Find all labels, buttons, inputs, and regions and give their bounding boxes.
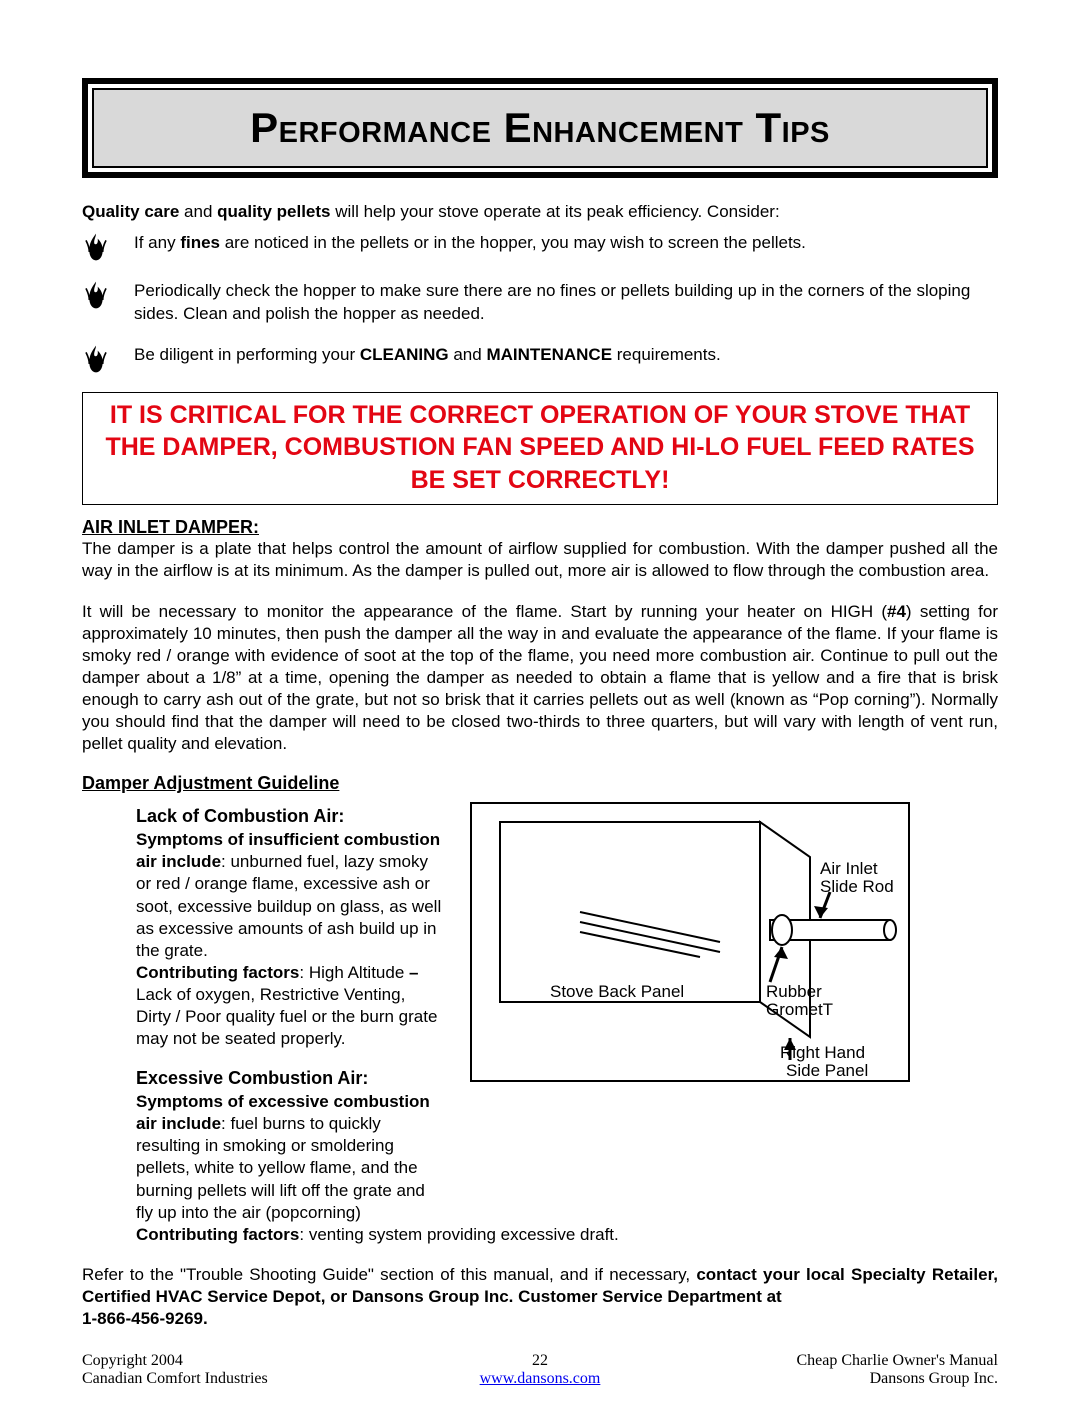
lack-symptoms: Symptoms of insufficient combustion air … (136, 829, 444, 962)
damper-diagram: Stove Back Panel Air Inlet Slide Rod Rub… (470, 802, 910, 1082)
air-inlet-p2-post: ) setting for approximately 10 minutes, … (82, 602, 998, 754)
intro-mid: and (179, 202, 217, 221)
flame-icon (82, 232, 110, 262)
bullet-1-post: are noticed in the pellets or in the hop… (220, 233, 806, 252)
intro-bold-2: quality pellets (217, 202, 330, 221)
diagram-wrap: Stove Back Panel Air Inlet Slide Rod Rub… (470, 802, 910, 1087)
footer-right-1: Cheap Charlie Owner's Manual (796, 1352, 998, 1369)
guideline-heading: Damper Adjustment Guideline (82, 773, 998, 794)
excessive-symptoms: Symptoms of excessive combustion air inc… (136, 1091, 444, 1224)
flame-icon (82, 280, 110, 310)
diagram-label-air-inlet-1: Air Inlet (820, 859, 878, 878)
lack-factors: Contributing factors: High Altitude – La… (136, 962, 444, 1050)
footer-left-2: Canadian Comfort Industries (82, 1370, 268, 1387)
bullet-row-3: Be diligent in performing your CLEANING … (82, 344, 998, 374)
air-inlet-p1: The damper is a plate that helps control… (82, 538, 998, 582)
air-inlet-p2-pre: It will be necessary to monitor the appe… (82, 602, 887, 621)
intro-line: Quality care and quality pellets will he… (82, 202, 998, 222)
bullet-2-text: Periodically check the hopper to make su… (134, 280, 998, 326)
diagram-label-grommet-2: GrometT (766, 1000, 833, 1019)
diagram-col: Stove Back Panel Air Inlet Slide Rod Rub… (470, 802, 998, 1087)
refer-paragraph: Refer to the "Trouble Shooting Guide" se… (82, 1264, 998, 1330)
bullet-3-post: requirements. (612, 345, 721, 364)
refer-pre: Refer to the "Trouble Shooting Guide" se… (82, 1265, 696, 1284)
footer-right: Cheap Charlie Owner's Manual Dansons Gro… (696, 1352, 998, 1388)
guideline-text-col: Lack of Combustion Air: Symptoms of insu… (82, 802, 444, 1224)
lack-factors-b: Contributing factors (136, 963, 299, 982)
bullet-1-pre: If any (134, 233, 180, 252)
footer-left-1: Copyright 2004 (82, 1352, 183, 1369)
intro-bold-1: Quality care (82, 202, 179, 221)
air-inlet-heading: AIR INLET DAMPER: (82, 517, 998, 538)
title-box-outer: Performance Enhancement Tips (82, 78, 998, 178)
diagram-label-back-panel: Stove Back Panel (550, 982, 684, 1001)
bullet-row-2: Periodically check the hopper to make su… (82, 280, 998, 326)
bullet-row-1: If any fines are noticed in the pellets … (82, 232, 998, 262)
refer-phone: 1-866-456-9269. (82, 1309, 208, 1328)
bullet-3-b1: CLEANING (360, 345, 449, 364)
critical-warning-box: IT IS CRITICAL FOR THE CORRECT OPERATION… (82, 392, 998, 506)
diagram-label-side-2: Side Panel (786, 1061, 868, 1080)
footer-left: Copyright 2004 Canadian Comfort Industri… (82, 1352, 384, 1388)
footer-link[interactable]: www.dansons.com (480, 1370, 601, 1387)
air-inlet-p2-b: #4 (887, 602, 906, 621)
diagram-label-grommet-1: Rubber (766, 982, 822, 1001)
excessive-factors: Contributing factors: venting system pro… (82, 1224, 998, 1246)
bullet-3-text: Be diligent in performing your CLEANING … (134, 344, 721, 367)
air-inlet-p2: It will be necessary to monitor the appe… (82, 601, 998, 756)
diagram-label-air-inlet-2: Slide Rod (820, 877, 894, 896)
flame-icon (82, 344, 110, 374)
lack-factors-dash: – (409, 963, 418, 982)
excessive-factors-b: Contributing factors (136, 1225, 299, 1244)
diagram-label-side-1: Right Hand (780, 1043, 865, 1062)
bullet-3-pre: Be diligent in performing your (134, 345, 360, 364)
bullet-3-b2: MAINTENANCE (486, 345, 612, 364)
footer-page-number: 22 (532, 1352, 548, 1369)
footer-right-2: Dansons Group Inc. (870, 1370, 998, 1387)
lack-factors-tail: Lack of oxygen, Restrictive Venting, Dir… (136, 985, 437, 1048)
page-title: Performance Enhancement Tips (104, 104, 976, 152)
title-box-inner: Performance Enhancement Tips (92, 88, 988, 168)
footer-center: 22 www.dansons.com (389, 1352, 691, 1388)
bullet-1-text: If any fines are noticed in the pellets … (134, 232, 806, 255)
bullet-3-mid: and (449, 345, 487, 364)
page: Performance Enhancement Tips Quality car… (0, 0, 1080, 1428)
footer: Copyright 2004 Canadian Comfort Industri… (82, 1352, 998, 1388)
excessive-factors-post: : venting system providing excessive dra… (299, 1225, 618, 1244)
bullet-1-bold: fines (180, 233, 220, 252)
lack-heading: Lack of Combustion Air: (136, 806, 444, 827)
two-column-region: Lack of Combustion Air: Symptoms of insu… (82, 802, 998, 1224)
lack-factors-post: : High Altitude (299, 963, 409, 982)
excessive-heading: Excessive Combustion Air: (136, 1068, 444, 1089)
intro-post: will help your stove operate at its peak… (331, 202, 780, 221)
